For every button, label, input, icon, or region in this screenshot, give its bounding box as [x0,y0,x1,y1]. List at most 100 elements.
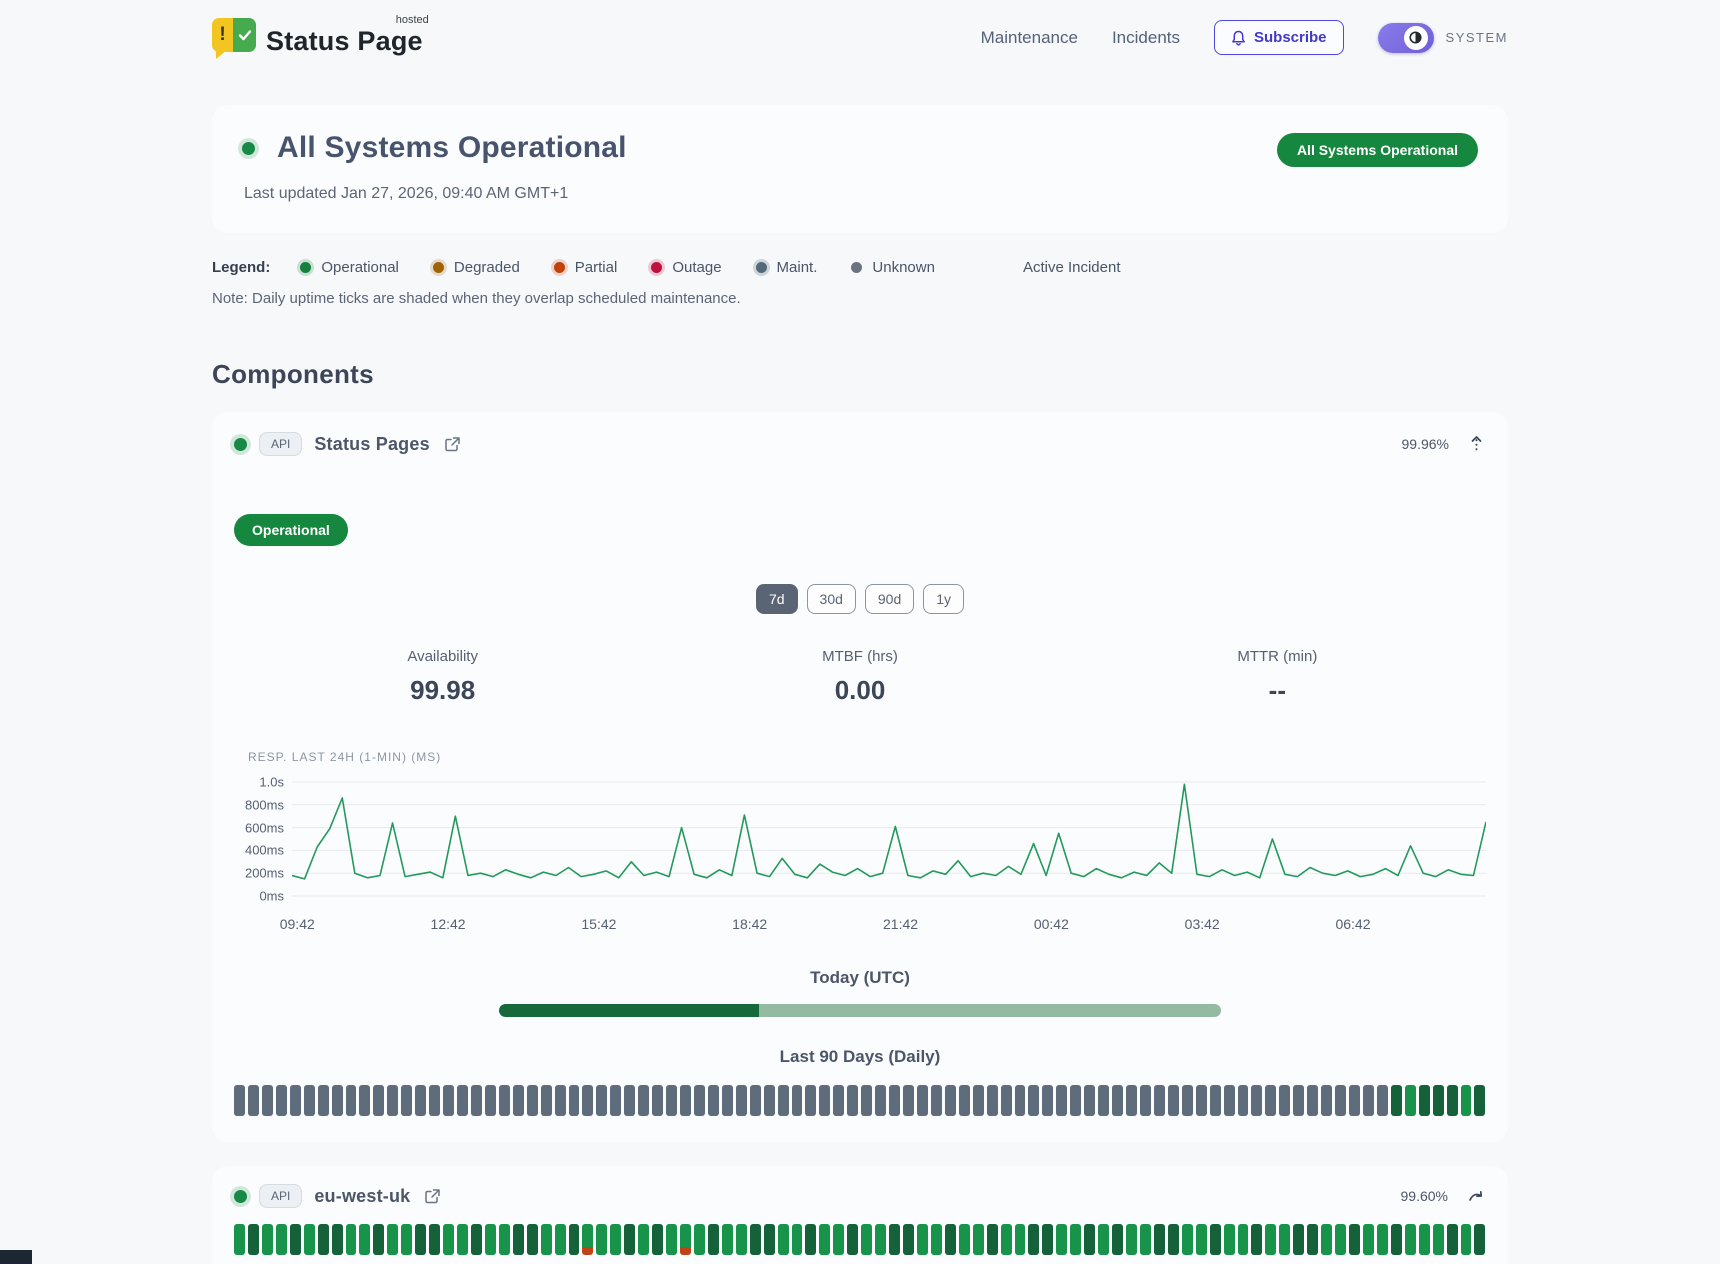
uptime-tick[interactable] [889,1085,900,1116]
uptime-tick[interactable] [624,1085,636,1116]
uptime-tick[interactable] [833,1224,845,1255]
uptime-tick[interactable] [624,1224,636,1255]
uptime-tick[interactable] [303,1224,315,1255]
uptime-tick[interactable] [554,1085,566,1116]
uptime-tick[interactable] [568,1085,580,1116]
uptime-tick[interactable] [666,1224,677,1255]
uptime-tick[interactable] [1014,1224,1026,1255]
uptime-tick[interactable] [610,1085,622,1116]
uptime-tick[interactable] [1028,1085,1040,1116]
uptime-tick[interactable] [1307,1224,1319,1255]
uptime-tick[interactable] [777,1085,789,1116]
uptime-tick[interactable] [721,1224,733,1255]
uptime-tick[interactable] [1335,1224,1346,1255]
uptime-tick[interactable] [289,1085,301,1116]
uptime-tick[interactable] [596,1224,608,1255]
uptime-tick[interactable] [749,1085,761,1116]
uptime-tick[interactable] [1474,1085,1486,1116]
uptime-tick[interactable] [317,1085,329,1116]
uptime-tick[interactable] [1237,1085,1249,1116]
uptime-tick[interactable] [247,1085,259,1116]
uptime-tick[interactable] [986,1224,998,1255]
uptime-tick[interactable] [1181,1224,1193,1255]
uptime-tick[interactable] [1362,1085,1374,1116]
uptime-tick[interactable] [1028,1224,1040,1255]
uptime-tick[interactable] [875,1224,887,1255]
uptime-tick[interactable] [735,1224,747,1255]
uptime-tick[interactable] [1418,1224,1430,1255]
uptime-tick[interactable] [1223,1085,1235,1116]
uptime-tick[interactable] [610,1224,622,1255]
uptime-tick[interactable] [1098,1085,1110,1116]
uptime-tick[interactable] [303,1085,315,1116]
uptime-tick[interactable] [1042,1085,1054,1116]
uptime-tick[interactable] [1460,1085,1472,1116]
uptime-tick[interactable] [1056,1085,1068,1116]
uptime-tick[interactable] [1153,1224,1165,1255]
uptime-tick[interactable] [429,1085,441,1116]
uptime-tick[interactable] [666,1085,677,1116]
uptime-tick[interactable] [261,1224,273,1255]
uptime-tick[interactable] [875,1085,887,1116]
uptime-tick[interactable] [1112,1085,1123,1116]
uptime-tick[interactable] [373,1224,385,1255]
uptime-tick[interactable] [680,1224,691,1255]
uptime-tick[interactable] [457,1085,468,1116]
uptime-tick[interactable] [707,1085,719,1116]
uptime-tick[interactable] [1432,1085,1444,1116]
uptime-tick[interactable] [1293,1224,1305,1255]
uptime-tick[interactable] [847,1085,859,1116]
uptime-tick[interactable] [1307,1085,1319,1116]
uptime-tick[interactable] [1153,1085,1165,1116]
uptime-tick[interactable] [1237,1224,1249,1255]
uptime-tick[interactable] [972,1224,984,1255]
uptime-tick[interactable] [345,1224,357,1255]
uptime-tick[interactable] [1139,1224,1151,1255]
uptime-tick[interactable] [1209,1085,1221,1116]
uptime-tick[interactable] [819,1085,831,1116]
uptime-tick[interactable] [443,1085,454,1116]
uptime-tick[interactable] [735,1085,747,1116]
uptime-tick[interactable] [568,1224,580,1255]
uptime-tick[interactable] [903,1085,914,1116]
uptime-tick[interactable] [596,1085,608,1116]
uptime-tick[interactable] [289,1224,301,1255]
uptime-tick[interactable] [484,1085,496,1116]
uptime-tick[interactable] [429,1224,441,1255]
uptime-tick[interactable] [1070,1085,1082,1116]
uptime-tick[interactable] [1098,1224,1110,1255]
uptime-tick[interactable] [359,1224,371,1255]
uptime-tick[interactable] [638,1085,650,1116]
uptime-tick[interactable] [443,1224,454,1255]
uptime-tick[interactable] [582,1224,594,1255]
uptime-tick[interactable] [373,1085,385,1116]
uptime-tick[interactable] [707,1224,719,1255]
range-button-90d[interactable]: 90d [864,584,915,614]
uptime-tick[interactable] [1390,1085,1402,1116]
uptime-tick[interactable] [457,1224,468,1255]
uptime-tick[interactable] [359,1085,371,1116]
uptime-tick[interactable] [1404,1224,1416,1255]
uptime-tick[interactable] [805,1224,817,1255]
uptime-tick[interactable] [1349,1224,1360,1255]
uptime-tick[interactable] [833,1085,845,1116]
external-link-icon[interactable] [424,1188,441,1205]
uptime-tick[interactable] [540,1224,552,1255]
uptime-tick[interactable] [916,1085,928,1116]
uptime-tick[interactable] [1279,1224,1291,1255]
uptime-tick[interactable] [930,1224,942,1255]
uptime-tick[interactable] [401,1224,413,1255]
uptime-tick[interactable] [791,1085,803,1116]
uptime-tick[interactable] [1139,1085,1151,1116]
uptime-tick[interactable] [1223,1224,1235,1255]
uptime-tick[interactable] [582,1085,594,1116]
uptime-tick[interactable] [1376,1085,1388,1116]
uptime-tick[interactable] [526,1085,538,1116]
uptime-tick[interactable] [819,1224,831,1255]
uptime-tick[interactable] [275,1085,287,1116]
brand[interactable]: ! Status Page hosted [212,14,429,59]
uptime-tick[interactable] [1432,1224,1444,1255]
range-button-7d[interactable]: 7d [755,584,798,614]
uptime-tick[interactable] [470,1085,482,1116]
uptime-tick[interactable] [652,1224,664,1255]
